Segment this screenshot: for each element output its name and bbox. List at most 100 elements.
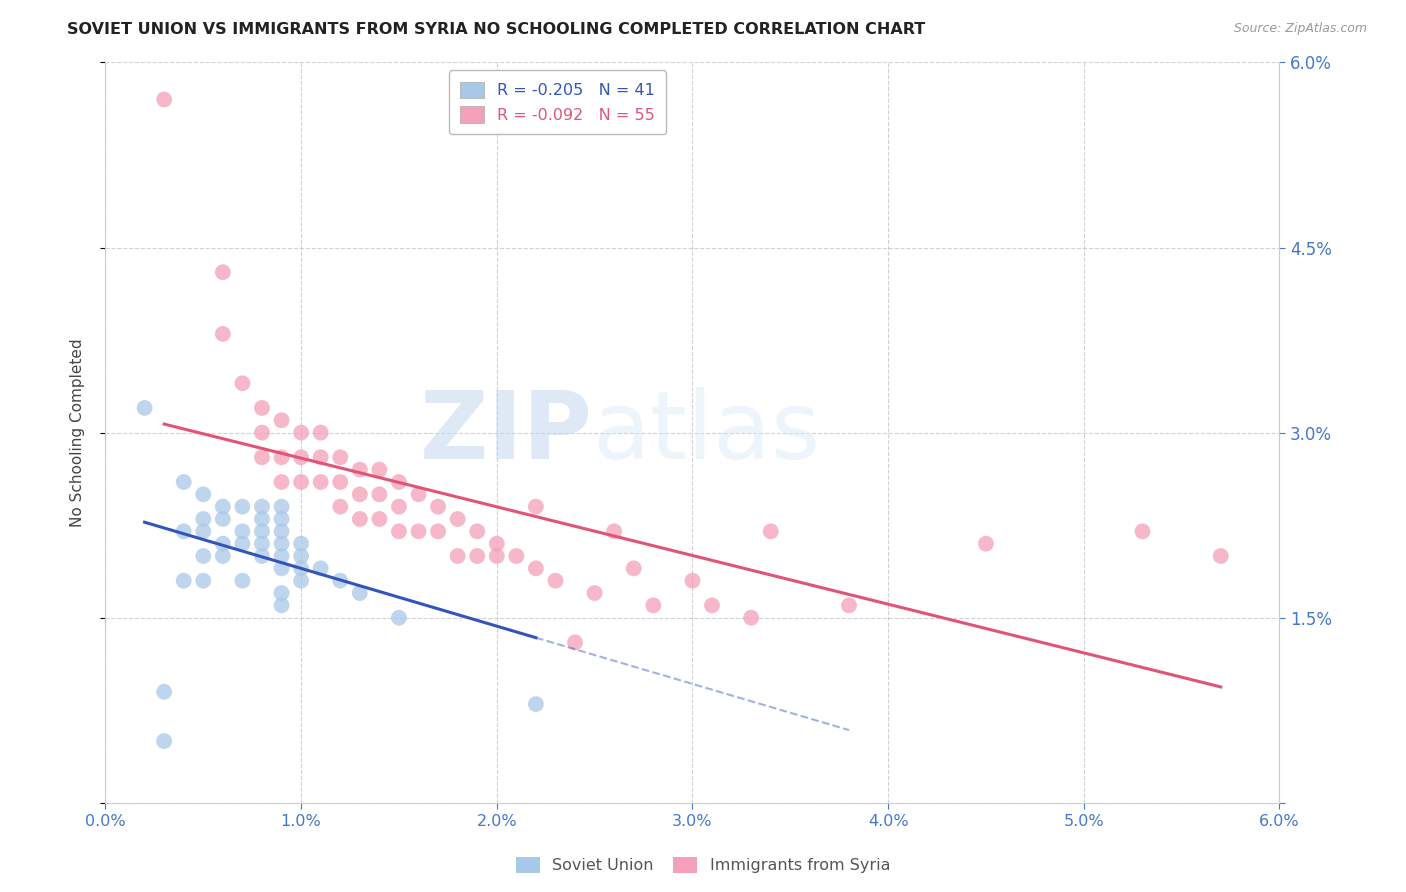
Point: [290, 475, 312, 489]
Point: [211, 549, 233, 563]
Point: [211, 512, 233, 526]
Point: [250, 500, 273, 514]
Point: [583, 586, 606, 600]
Point: [153, 685, 176, 699]
Point: [231, 500, 253, 514]
Point: [329, 475, 352, 489]
Point: [524, 500, 547, 514]
Point: [564, 635, 586, 649]
Point: [1209, 549, 1232, 563]
Point: [740, 611, 762, 625]
Point: [270, 413, 292, 427]
Point: [974, 537, 997, 551]
Point: [388, 611, 411, 625]
Point: [270, 586, 292, 600]
Point: [250, 425, 273, 440]
Point: [250, 450, 273, 465]
Point: [173, 475, 195, 489]
Point: [173, 574, 195, 588]
Point: [211, 326, 233, 341]
Point: [134, 401, 156, 415]
Point: [270, 500, 292, 514]
Point: [153, 734, 176, 748]
Point: [250, 537, 273, 551]
Point: [368, 463, 391, 477]
Point: [524, 561, 547, 575]
Point: [231, 537, 253, 551]
Point: [485, 549, 508, 563]
Point: [700, 599, 723, 613]
Point: [838, 599, 860, 613]
Point: [408, 524, 430, 539]
Point: [193, 524, 215, 539]
Point: [427, 524, 450, 539]
Point: [193, 549, 215, 563]
Point: [309, 561, 332, 575]
Point: [329, 500, 352, 514]
Text: atlas: atlas: [593, 386, 821, 479]
Point: [270, 537, 292, 551]
Point: [368, 487, 391, 501]
Point: [309, 450, 332, 465]
Point: [153, 93, 176, 107]
Legend: R = -0.205   N = 41, R = -0.092   N = 55: R = -0.205 N = 41, R = -0.092 N = 55: [449, 70, 666, 134]
Point: [349, 586, 371, 600]
Point: [388, 500, 411, 514]
Point: [270, 561, 292, 575]
Point: [329, 574, 352, 588]
Point: [388, 475, 411, 489]
Point: [250, 512, 273, 526]
Point: [270, 549, 292, 563]
Point: [485, 537, 508, 551]
Legend: Soviet Union, Immigrants from Syria: Soviet Union, Immigrants from Syria: [509, 850, 897, 880]
Point: [270, 599, 292, 613]
Point: [544, 574, 567, 588]
Point: [193, 487, 215, 501]
Point: [465, 549, 488, 563]
Point: [173, 524, 195, 539]
Y-axis label: No Schooling Completed: No Schooling Completed: [70, 338, 84, 527]
Point: [211, 500, 233, 514]
Point: [349, 463, 371, 477]
Point: [309, 425, 332, 440]
Point: [309, 475, 332, 489]
Point: [211, 265, 233, 279]
Point: [290, 574, 312, 588]
Text: ZIP: ZIP: [420, 386, 593, 479]
Point: [524, 697, 547, 711]
Point: [211, 537, 233, 551]
Point: [270, 512, 292, 526]
Point: [388, 524, 411, 539]
Point: [290, 450, 312, 465]
Point: [1132, 524, 1154, 539]
Point: [290, 537, 312, 551]
Point: [193, 574, 215, 588]
Point: [603, 524, 626, 539]
Point: [270, 450, 292, 465]
Point: [505, 549, 527, 563]
Point: [231, 574, 253, 588]
Text: SOVIET UNION VS IMMIGRANTS FROM SYRIA NO SCHOOLING COMPLETED CORRELATION CHART: SOVIET UNION VS IMMIGRANTS FROM SYRIA NO…: [67, 22, 925, 37]
Point: [193, 512, 215, 526]
Point: [329, 450, 352, 465]
Point: [290, 425, 312, 440]
Point: [427, 500, 450, 514]
Point: [290, 561, 312, 575]
Point: [623, 561, 645, 575]
Point: [349, 512, 371, 526]
Point: [349, 487, 371, 501]
Point: [759, 524, 782, 539]
Point: [643, 599, 665, 613]
Point: [270, 524, 292, 539]
Text: Source: ZipAtlas.com: Source: ZipAtlas.com: [1233, 22, 1367, 36]
Point: [447, 549, 470, 563]
Point: [465, 524, 488, 539]
Point: [250, 524, 273, 539]
Point: [447, 512, 470, 526]
Point: [250, 401, 273, 415]
Point: [682, 574, 704, 588]
Point: [231, 524, 253, 539]
Point: [368, 512, 391, 526]
Point: [231, 376, 253, 391]
Point: [290, 549, 312, 563]
